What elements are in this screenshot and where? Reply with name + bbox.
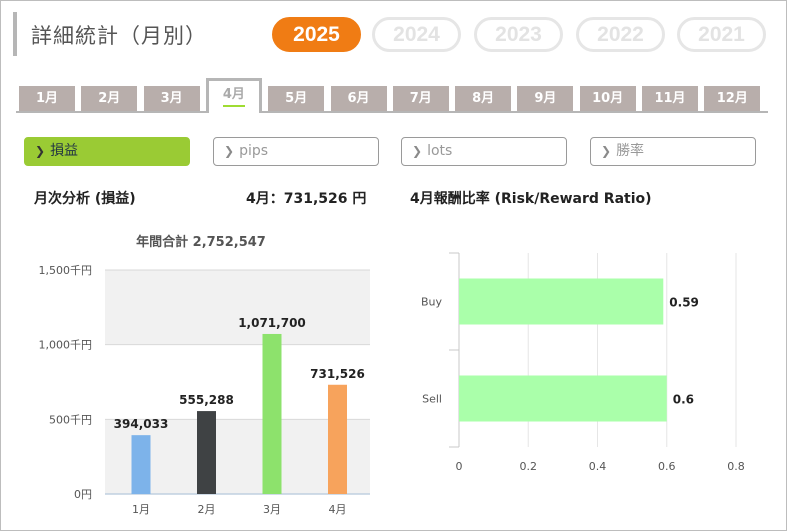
annual-total-label: 年間合計 2,752,547 bbox=[136, 234, 266, 250]
month-tab-label: 2月 bbox=[98, 91, 121, 106]
chevron-right-icon: ❯ bbox=[35, 144, 46, 158]
y-tick-label: 0円 bbox=[74, 488, 92, 501]
bar-value-label: 0.59 bbox=[669, 296, 699, 310]
year-tab-2021[interactable]: 2021 bbox=[677, 17, 766, 52]
y-tick-label: Sell bbox=[422, 393, 442, 406]
x-tick-label: 0.6 bbox=[658, 460, 676, 473]
risk-reward-title: 4月報酬比率 (Risk/Reward Ratio) bbox=[410, 191, 652, 207]
month-tab-label: 3月 bbox=[160, 91, 183, 106]
bar bbox=[459, 278, 664, 325]
month-tab-label: 8月 bbox=[472, 91, 495, 106]
month-tab-2[interactable]: 2月 bbox=[81, 86, 138, 111]
metric-button-profit[interactable]: ❯ 損益 bbox=[24, 137, 190, 166]
metric-label: 損益 bbox=[50, 143, 79, 159]
month-tab-label: 12月 bbox=[716, 91, 748, 106]
y-tick-label: 1,000千円 bbox=[39, 339, 93, 352]
month-tab-1[interactable]: 1月 bbox=[19, 86, 75, 111]
year-tab-2023[interactable]: 2023 bbox=[474, 17, 563, 52]
grid-band bbox=[105, 344, 370, 420]
bar-value-label: 731,526 bbox=[310, 367, 365, 381]
metric-button-pips[interactable]: ❯ pips bbox=[213, 137, 379, 166]
current-month-value: 4月：731,526 円 bbox=[246, 191, 367, 207]
x-tick-label: 2月 bbox=[198, 503, 216, 516]
bar bbox=[197, 411, 216, 494]
y-tick-label: 1,500千円 bbox=[39, 264, 93, 277]
bar-value-label: 555,288 bbox=[179, 393, 234, 407]
month-tab-label: 1月 bbox=[35, 91, 59, 106]
month-tab-label: 7月 bbox=[409, 91, 432, 106]
bar bbox=[262, 333, 282, 494]
month-tab-label: 10月 bbox=[592, 91, 624, 106]
x-tick-label: 0.2 bbox=[520, 460, 538, 473]
bar bbox=[459, 375, 667, 422]
bar bbox=[328, 384, 347, 494]
month-tab-baseline bbox=[16, 111, 768, 113]
y-tick-label: 500千円 bbox=[49, 413, 92, 426]
month-tab-10[interactable]: 10月 bbox=[579, 86, 636, 111]
month-tab-label: 11月 bbox=[654, 91, 686, 106]
x-tick-label: 3月 bbox=[263, 503, 281, 516]
bar-value-label: 0.6 bbox=[673, 393, 694, 407]
month-tab-12[interactable]: 12月 bbox=[704, 86, 761, 111]
risk-reward-chart: 0 0.2 0.4 0.6 0.8 0.59 Buy 0.6 Sell bbox=[421, 252, 745, 473]
month-tab-7[interactable]: 7月 bbox=[392, 86, 449, 111]
metric-label: 勝率 bbox=[616, 143, 645, 159]
grid-band bbox=[105, 270, 370, 345]
month-tab-label: 6月 bbox=[347, 91, 370, 106]
month-tab-4[interactable]: 4月 bbox=[205, 78, 262, 113]
year-tab-2022[interactable]: 2022 bbox=[576, 17, 665, 52]
month-tab-label: 5月 bbox=[285, 91, 308, 106]
metric-label: pips bbox=[239, 143, 269, 159]
month-tab-9[interactable]: 9月 bbox=[517, 86, 574, 111]
chevron-right-icon: ❯ bbox=[601, 144, 612, 158]
chevron-right-icon: ❯ bbox=[224, 144, 235, 158]
bar-value-label: 394,033 bbox=[114, 417, 169, 431]
monthly-analysis-title: 月次分析 (損益) bbox=[34, 191, 136, 207]
bar-value-label: 1,071,700 bbox=[238, 316, 306, 330]
page-title: 詳細統計（月別） bbox=[31, 24, 207, 48]
x-tick-label: 1月 bbox=[132, 503, 150, 516]
y-tick-label: Buy bbox=[421, 296, 443, 309]
x-tick-label: 0.8 bbox=[727, 460, 745, 473]
monthly-profit-chart: 年間合計 2,752,547 0円 500千円 1,000千円 1,500千円 394,… bbox=[39, 234, 370, 516]
month-tab-8[interactable]: 8月 bbox=[455, 86, 512, 111]
x-tick-label: 4月 bbox=[329, 503, 347, 516]
chevron-right-icon: ❯ bbox=[412, 144, 423, 158]
title-bar: 詳細統計（月別） bbox=[13, 12, 253, 56]
month-tab-5[interactable]: 5月 bbox=[268, 86, 325, 111]
month-tab-label: 4月 bbox=[222, 85, 245, 107]
bar bbox=[131, 435, 151, 494]
month-tab-11[interactable]: 11月 bbox=[642, 86, 698, 111]
month-tab-3[interactable]: 3月 bbox=[143, 86, 200, 111]
metric-button-winrate[interactable]: ❯ 勝率 bbox=[590, 137, 756, 166]
x-tick-label: 0.4 bbox=[589, 460, 607, 473]
year-tab-2024[interactable]: 2024 bbox=[372, 17, 461, 52]
x-tick-label: 0 bbox=[456, 460, 463, 473]
year-tab-2025[interactable]: 2025 bbox=[272, 17, 361, 52]
metric-button-lots[interactable]: ❯ lots bbox=[401, 137, 567, 166]
metric-label: lots bbox=[427, 143, 453, 159]
month-tab-6[interactable]: 6月 bbox=[330, 86, 387, 111]
month-tab-label: 9月 bbox=[534, 91, 557, 106]
